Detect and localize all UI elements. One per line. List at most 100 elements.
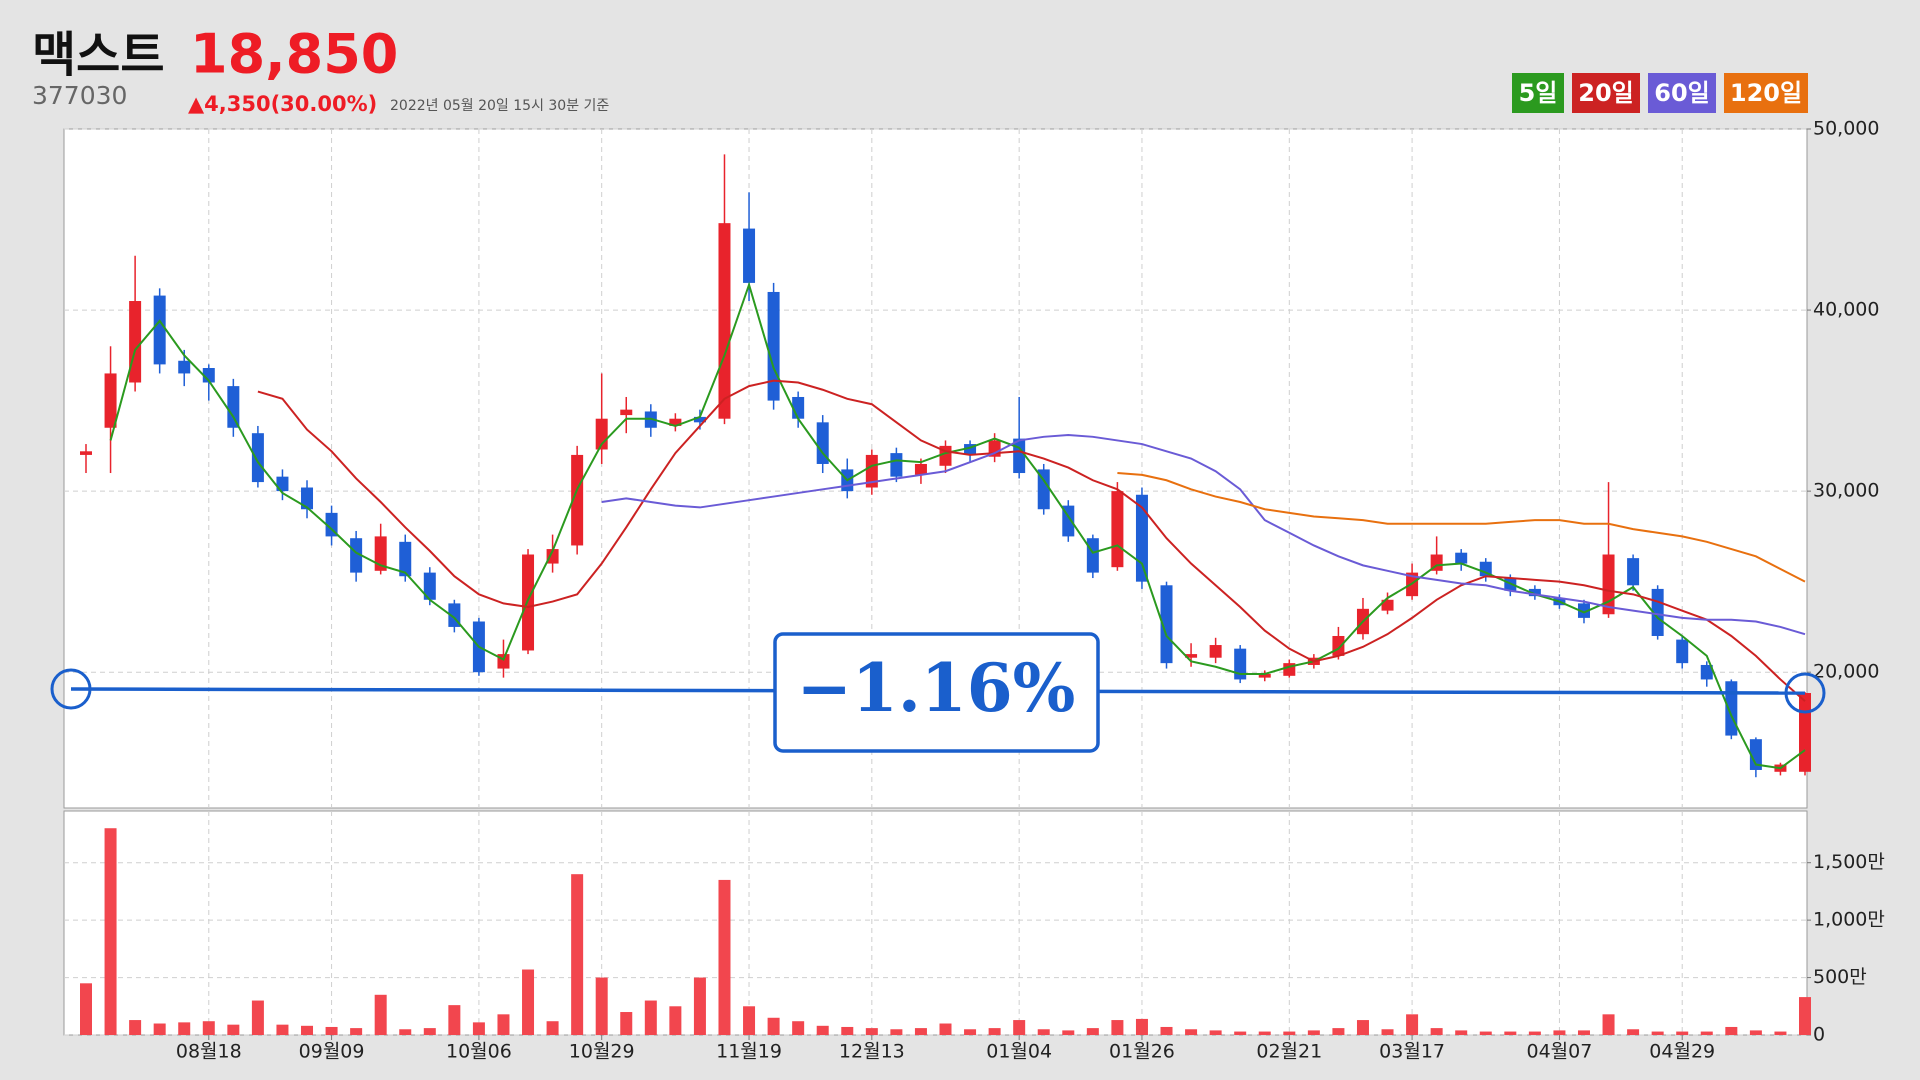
legend-label: 120일 — [1730, 79, 1802, 107]
volume-bar — [1283, 1031, 1296, 1035]
volume-bar — [939, 1023, 952, 1035]
x-tick-label: 10월06 — [446, 1041, 512, 1063]
volume-bar — [1111, 1020, 1124, 1035]
volume-bar — [1553, 1030, 1566, 1035]
candle-body — [546, 549, 559, 564]
x-tick-label: 02월21 — [1256, 1041, 1322, 1063]
comparison-start — [50, 668, 92, 710]
volume-bar — [718, 879, 731, 1035]
volume-bar — [546, 1021, 559, 1035]
volume-panel — [63, 810, 1808, 1036]
candle-body — [178, 360, 191, 374]
volume-bar — [816, 1025, 829, 1035]
legend-swatch — [1512, 73, 1564, 113]
volume-bar — [1258, 1031, 1271, 1035]
volume-bar — [448, 1005, 461, 1035]
volume-bar — [767, 1017, 780, 1035]
volume-bar — [423, 1028, 436, 1035]
comparison-box — [773, 632, 1100, 753]
volume-bar — [865, 1028, 878, 1035]
volume-bar — [1577, 1030, 1590, 1035]
volume-bar — [1332, 1028, 1345, 1035]
volume-bar — [669, 1006, 682, 1035]
volume-bar — [595, 977, 608, 1035]
volume-bar — [276, 1024, 289, 1035]
volume-bar — [1307, 1030, 1320, 1035]
candle-body — [1725, 681, 1738, 736]
y-tick-label: 30,000 — [1813, 480, 1879, 502]
candle-body — [816, 422, 829, 464]
y-tick-label: 1,500만 — [1813, 851, 1885, 873]
volume-bar — [374, 994, 387, 1035]
volume-bar — [1528, 1031, 1541, 1035]
y-tick-label: 40,000 — [1813, 299, 1879, 321]
x-tick-label: 01월26 — [1109, 1041, 1175, 1063]
candle-body — [1258, 674, 1271, 678]
candle-body — [693, 416, 706, 423]
volume-bar — [1234, 1031, 1247, 1035]
volume-bar — [792, 1021, 805, 1035]
volume-bar — [399, 1029, 412, 1035]
stock-name: 맥스트 — [32, 27, 164, 83]
volume-bar — [743, 1006, 756, 1035]
x-tick-label: 03월17 — [1379, 1041, 1445, 1063]
candle-body — [129, 301, 142, 383]
candle-body — [865, 454, 878, 488]
volume-bar — [1799, 997, 1811, 1035]
candle-body — [1111, 491, 1124, 568]
y-tick-label: 20,000 — [1813, 661, 1879, 683]
candle-body — [1479, 561, 1492, 577]
volume-bar — [1086, 1028, 1099, 1035]
volume-bar — [1135, 1018, 1148, 1035]
volume-bar — [129, 1020, 142, 1035]
candle-body — [399, 541, 412, 577]
volume-bar — [890, 1029, 903, 1035]
comparison-label: −1.16% — [797, 649, 1076, 727]
volume-bar — [1430, 1028, 1443, 1035]
candle-body — [1037, 469, 1050, 510]
volume-bar — [841, 1026, 854, 1035]
stock-code: 377030 — [32, 81, 127, 110]
candle-body — [1455, 552, 1468, 564]
candle-body — [1185, 654, 1198, 658]
candle-body — [104, 373, 117, 428]
volume-bar — [1602, 1014, 1615, 1035]
legend-swatch — [1648, 73, 1716, 113]
candle-body — [718, 223, 731, 419]
x-tick-label: 12월13 — [839, 1041, 905, 1063]
legend-swatch — [1572, 73, 1640, 113]
volume-bar — [644, 1000, 657, 1035]
stock-price: 18,850 — [190, 23, 398, 86]
candle-body — [890, 453, 903, 477]
candle-body — [767, 291, 780, 401]
volume-bar — [1749, 1030, 1762, 1035]
candle-body — [80, 451, 92, 455]
volume-bar — [988, 1028, 1001, 1035]
volume-bar — [1455, 1030, 1468, 1035]
volume-bar — [153, 1023, 166, 1035]
candle-body — [914, 463, 927, 475]
candle-body — [1086, 538, 1099, 573]
legend-swatch — [1724, 73, 1808, 113]
volume-bar — [227, 1024, 240, 1035]
candle-body — [1528, 588, 1541, 597]
y-tick-label: 50,000 — [1813, 118, 1879, 140]
volume-bar — [1504, 1031, 1517, 1035]
comparison-end — [1784, 672, 1826, 714]
candle-body — [620, 409, 633, 416]
volume-bar — [1381, 1029, 1394, 1035]
volume-bar — [1185, 1029, 1198, 1035]
candle-body — [1381, 599, 1394, 611]
x-tick-label: 11월19 — [716, 1041, 782, 1063]
legend-label: 5일 — [1519, 79, 1558, 107]
candle-body — [743, 228, 756, 283]
candle-body — [325, 512, 338, 537]
volume-bar — [202, 1021, 215, 1035]
x-tick-label: 04월29 — [1649, 1041, 1715, 1063]
x-tick-label: 04월07 — [1527, 1041, 1593, 1063]
volume-bar — [1676, 1031, 1689, 1035]
candle-body — [1627, 558, 1640, 586]
volume-bar — [1774, 1031, 1787, 1035]
volume-bar — [1627, 1029, 1640, 1035]
